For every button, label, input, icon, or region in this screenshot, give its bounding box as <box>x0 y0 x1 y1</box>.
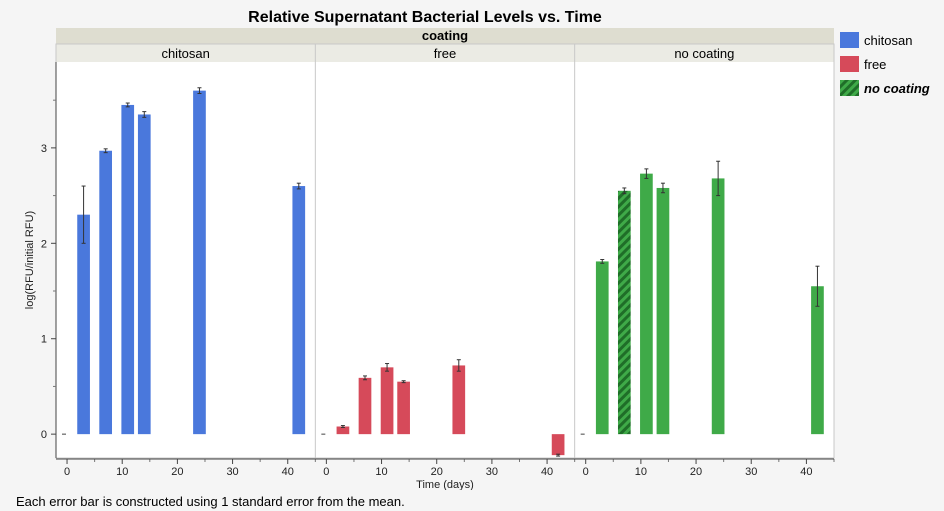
y-axis-label: log(RFU/initial RFU) <box>24 211 36 309</box>
legend-label-0: chitosan <box>864 33 912 48</box>
x-tick-label-1-3: 30 <box>486 466 498 478</box>
bar-1-2 <box>380 367 394 435</box>
legend: chitosan free no coating <box>840 32 930 96</box>
plot-background <box>56 62 834 458</box>
bar-0-0 <box>77 214 90 435</box>
x-tick-label-0-4: 40 <box>282 466 294 478</box>
bar-1-5 <box>551 434 565 456</box>
legend-label-1: free <box>864 57 886 72</box>
chart-title: Relative Supernatant Bacterial Levels vs… <box>248 9 602 26</box>
x-tick-label-2-0: 0 <box>583 466 589 478</box>
bar-2-5 <box>811 286 824 435</box>
y-tick-label-3: 3 <box>41 143 47 155</box>
bar-2-3 <box>656 187 670 435</box>
panel-label-2: no coating <box>674 46 734 61</box>
bar-1-4 <box>452 365 466 435</box>
bar-0-3 <box>137 114 151 435</box>
bar-1-0 <box>336 426 350 435</box>
x-axis-label: Time (days) <box>416 479 474 490</box>
panel-label-1: free <box>434 46 456 61</box>
x-tick-label-0-3: 30 <box>226 466 238 478</box>
x-tick-label-0-1: 10 <box>116 466 128 478</box>
x-tick-label-2-3: 30 <box>745 466 757 478</box>
panel-strip-1 <box>315 44 575 62</box>
bar-0-2 <box>121 104 135 435</box>
x-tick-label-2-2: 20 <box>690 466 702 478</box>
x-tick-label-2-1: 10 <box>635 466 647 478</box>
panel-strip-2 <box>574 44 834 62</box>
x-tick-label-1-2: 20 <box>431 466 443 478</box>
legend-swatch-1 <box>840 56 859 72</box>
bar-2-0 <box>595 261 609 435</box>
y-tick-label-0: 0 <box>41 429 47 441</box>
bar-1-1 <box>358 377 372 435</box>
bar-2-4 <box>711 178 725 435</box>
bar-1-3 <box>397 381 410 435</box>
legend-swatch-2 <box>840 80 859 96</box>
x-tick-label-1-1: 10 <box>375 466 387 478</box>
y-tick-label-2: 2 <box>41 238 47 250</box>
footnote: Each error bar is constructed using 1 st… <box>16 494 405 509</box>
facet-header-label: coating <box>422 28 468 43</box>
panel-strip-0 <box>56 44 316 62</box>
facet-header-band <box>56 28 834 44</box>
x-tick-label-0-2: 20 <box>171 466 183 478</box>
y-tick-label-1: 1 <box>41 334 47 346</box>
bar-2-2 <box>640 173 653 435</box>
x-tick-label-1-0: 0 <box>323 466 329 478</box>
legend-label-2: no coating <box>864 81 930 96</box>
panel-label-0: chitosan <box>161 46 209 61</box>
legend-swatch-0 <box>840 32 859 48</box>
x-tick-label-1-4: 40 <box>541 466 553 478</box>
x-tick-label-0-0: 0 <box>64 466 70 478</box>
chart-canvas: Relative Supernatant Bacterial Levels vs… <box>24 9 930 490</box>
x-tick-label-2-4: 40 <box>800 466 812 478</box>
bar-0-4 <box>193 90 206 435</box>
bar-0-1 <box>99 150 113 435</box>
bar-0-5 <box>292 186 306 435</box>
bar-2-1 <box>617 190 631 435</box>
